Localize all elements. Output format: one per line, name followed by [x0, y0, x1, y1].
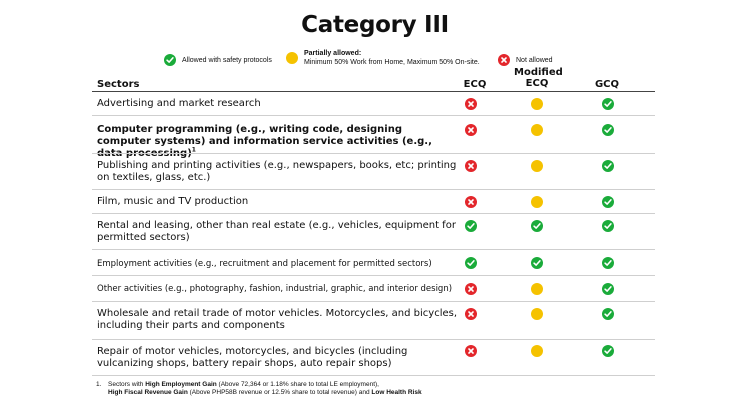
table-row: Other activities (e.g., photography, fas…	[92, 276, 655, 302]
footnote-text: (Above 72,364 or 1.18% share to total LE…	[216, 381, 379, 388]
row-divider	[92, 153, 655, 154]
sector-label-text: Other activities (e.g., photography, fas…	[97, 284, 453, 294]
column-header-ecq: ECQ	[463, 79, 487, 90]
row-divider	[92, 115, 655, 116]
row-divider	[92, 213, 655, 214]
legend-partial-desc: Minimum 50% Work from Home, Maximum 50% …	[304, 59, 480, 66]
check-icon	[531, 257, 543, 269]
legend-partial: Partially allowed: Minimum 50% Work from…	[286, 49, 480, 67]
legend-partial-title: Partially allowed:	[304, 50, 362, 57]
sector-label: Repair of motor vehicles, motorcycles, a…	[97, 346, 457, 370]
legend-not-allowed: Not allowed	[498, 54, 553, 66]
row-divider	[92, 275, 655, 276]
x-icon	[465, 308, 477, 320]
table-row: Rental and leasing, other than real esta…	[92, 214, 655, 250]
table-row: Computer programming (e.g., writing code…	[92, 116, 655, 159]
check-icon	[602, 124, 614, 136]
footnote-bold: Low Health Risk	[371, 389, 422, 396]
column-header-mecq: Modified ECQ	[514, 67, 563, 89]
sector-label-text: Rental and leasing, other than real esta…	[97, 220, 456, 243]
footnote-text: Sectors with	[108, 381, 146, 388]
check-icon	[465, 220, 477, 232]
x-icon	[465, 160, 477, 172]
x-icon	[465, 98, 477, 110]
footnote-text: (Above PHP58B revenue or 12.5% share to …	[187, 389, 372, 396]
row-divider	[92, 249, 655, 250]
check-icon	[602, 98, 614, 110]
sector-label: Employment activities (e.g., recruitment…	[97, 258, 457, 270]
footnote-bold: High Fiscal Revenue Gain	[108, 389, 188, 396]
dot-icon	[531, 283, 543, 295]
table-row: Publishing and printing activities (e.g.…	[92, 154, 655, 190]
legend-not-allowed-label: Not allowed	[516, 56, 553, 64]
table-row: Employment activities (e.g., recruitment…	[92, 250, 655, 276]
check-icon	[531, 220, 543, 232]
x-icon	[465, 283, 477, 295]
dot-icon	[531, 196, 543, 208]
sector-label: Rental and leasing, other than real esta…	[97, 220, 457, 244]
footnote-number: 1.	[96, 381, 102, 388]
table-row: Advertising and market research	[92, 92, 655, 116]
legend-allowed: Allowed with safety protocols	[164, 54, 272, 66]
row-divider	[92, 375, 655, 376]
sector-label: Film, music and TV production	[97, 196, 457, 208]
check-icon	[602, 257, 614, 269]
x-icon	[465, 196, 477, 208]
x-icon	[465, 345, 477, 357]
row-divider	[92, 301, 655, 302]
x-icon	[498, 54, 510, 66]
legend-allowed-label: Allowed with safety protocols	[182, 56, 272, 64]
sector-label-text: Film, music and TV production	[97, 196, 249, 207]
check-icon	[602, 308, 614, 320]
dot-icon	[286, 52, 298, 64]
sector-label-text: Wholesale and retail trade of motor vehi…	[97, 308, 458, 331]
sector-label-text: Advertising and market research	[97, 98, 261, 109]
dot-icon	[531, 345, 543, 357]
footnote-marker: 1	[191, 146, 196, 154]
check-icon	[602, 160, 614, 172]
column-header-sectors: Sectors	[97, 79, 140, 90]
check-icon	[602, 283, 614, 295]
dot-icon	[531, 160, 543, 172]
check-icon	[465, 257, 477, 269]
row-divider	[92, 339, 655, 340]
footnote-bold: High Employment Gain	[145, 381, 217, 388]
check-icon	[602, 196, 614, 208]
sector-label-text: Publishing and printing activities (e.g.…	[97, 160, 457, 183]
check-icon	[164, 54, 176, 66]
dot-icon	[531, 98, 543, 110]
sector-label-text: Employment activities (e.g., recruitment…	[97, 259, 432, 269]
table-row: Wholesale and retail trade of motor vehi…	[92, 302, 655, 340]
dot-icon	[531, 308, 543, 320]
check-icon	[602, 345, 614, 357]
check-icon	[602, 220, 614, 232]
sector-label-text: Repair of motor vehicles, motorcycles, a…	[97, 346, 408, 369]
dot-icon	[531, 124, 543, 136]
sector-label: Publishing and printing activities (e.g.…	[97, 160, 457, 184]
sector-label: Advertising and market research	[97, 98, 457, 110]
sector-label: Wholesale and retail trade of motor vehi…	[97, 308, 457, 332]
header-divider	[92, 91, 655, 92]
column-header-gcq: GCQ	[594, 79, 620, 90]
page-title: Category III	[301, 12, 449, 38]
table-row: Repair of motor vehicles, motorcycles, a…	[92, 340, 655, 376]
table-row: Film, music and TV production	[92, 190, 655, 214]
sector-label: Other activities (e.g., photography, fas…	[97, 283, 457, 295]
x-icon	[465, 124, 477, 136]
row-divider	[92, 189, 655, 190]
